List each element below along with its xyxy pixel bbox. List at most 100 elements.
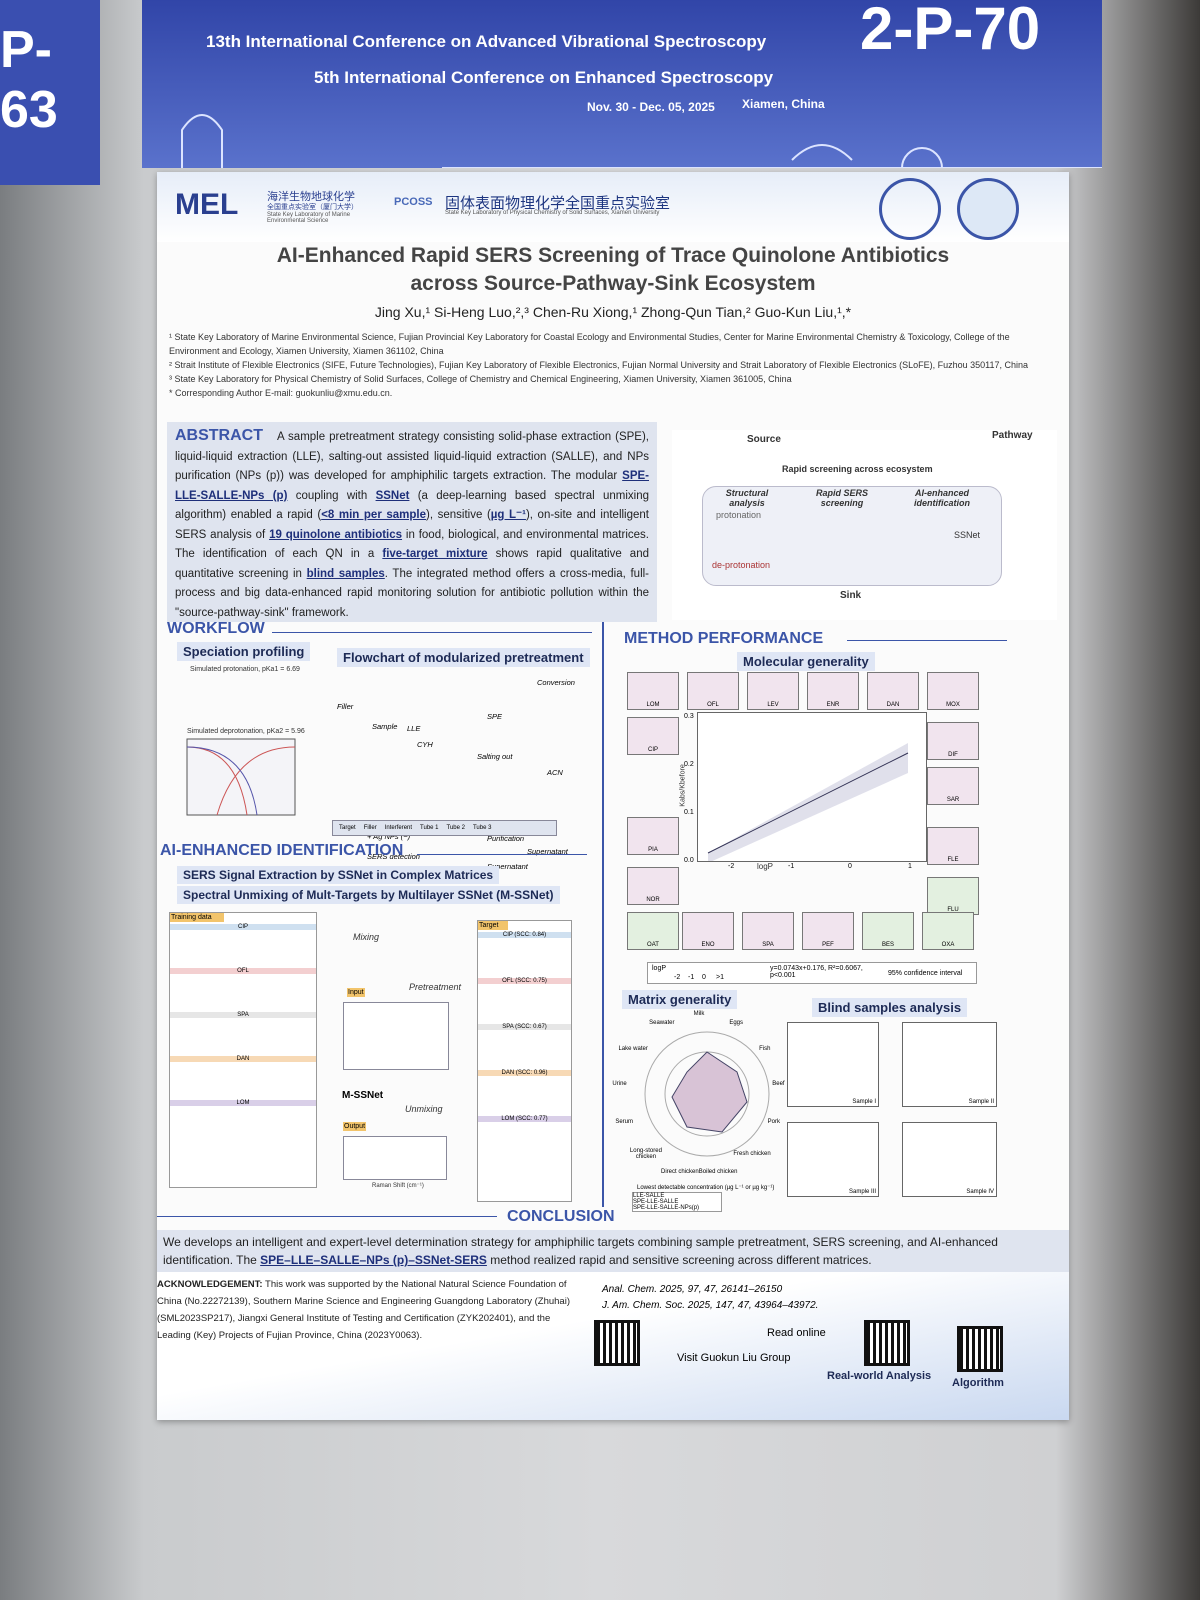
text: This work was supported by the National … <box>157 1279 570 1341</box>
rule <box>157 1216 497 1217</box>
emblem <box>957 178 1019 240</box>
label: Sink <box>840 590 862 601</box>
emphasis: <8 min per sample <box>321 509 427 521</box>
radar-label: Milk <box>693 1011 705 1017</box>
title: AI-Enhanced Rapid SERS Screening of Trac… <box>276 244 950 267</box>
affiliation: ² Strait Institute of Flexible Electroni… <box>169 360 1029 370</box>
label: Simulated deprotonation, pKa2 = 5.96 <box>187 728 305 735</box>
reference: J. Am. Chem. Soc. 2025, 147, 47, 43964–4… <box>602 1300 819 1311</box>
legend-entry: Tube 1 <box>420 825 439 831</box>
legend-entry: Tube 3 <box>472 825 492 831</box>
band-label: 95% confidence interval <box>888 970 963 977</box>
legend-tick: -2 <box>674 974 681 981</box>
text: in food, biological, and environmental m… <box>175 528 649 561</box>
molecule-label: CIP <box>647 747 658 753</box>
molecule-label: BES <box>881 942 894 948</box>
molecule-label: OFL <box>707 702 719 708</box>
band-label: LOM <box>170 1100 316 1106</box>
axis-label: Lowest detectable concentration (µg L⁻¹ … <box>637 1185 775 1191</box>
molecule: CIP <box>627 717 679 755</box>
radar-label: Boiled chicken <box>698 1168 738 1175</box>
legend-entry: SPE-LLE-SALLE <box>633 1199 679 1205</box>
emphasis: 19 quinolone antibiotics <box>269 528 403 541</box>
emphasis: µg L⁻¹ <box>490 509 526 521</box>
x-tick-label: 1 <box>908 863 912 870</box>
training-panel: Training data CIP OFL SPA DAN LOM <box>169 912 317 1188</box>
molecule: SPA <box>742 912 794 950</box>
step-label: Purification <box>487 834 525 843</box>
axis-label: logP <box>757 862 774 871</box>
molecule-label: NOR <box>646 897 660 903</box>
molecule: FLU <box>927 877 979 915</box>
molecule: FLE <box>927 827 979 865</box>
affiliations: ¹ State Key Laboratory of Marine Environ… <box>169 330 1049 400</box>
molecule-label: OXA <box>941 942 955 948</box>
panel-label: Sample III <box>848 1189 876 1195</box>
radar-label: Urine <box>612 1081 627 1088</box>
band-label: OFL (SCC: 0.75) <box>478 978 571 984</box>
qr-code[interactable] <box>864 1320 910 1366</box>
step-label: SERS detection <box>367 852 420 861</box>
molecule-label: SPA <box>762 942 774 948</box>
panel-label: Sample II <box>968 1099 994 1105</box>
molecule-grid: LOM OFL LEV ENR DAN MOX CIP DIF SAR PIA FLE NOR FLU O… <box>627 672 997 972</box>
label: protonation <box>716 510 762 520</box>
y-tick-label: 0.0 <box>684 857 694 864</box>
rule <box>272 632 592 633</box>
radar-label: Serum <box>615 1119 634 1126</box>
radar-label: Pork <box>767 1119 780 1126</box>
qr-label: Algorithm <box>952 1377 1004 1389</box>
step-label: ACN <box>547 768 563 777</box>
conference: 13th International Conference on Advance… <box>206 32 767 51</box>
legend-entry: Interferent <box>384 825 413 831</box>
band-label: CIP (SCC: 0.84) <box>478 932 571 938</box>
booth-number: 2-P-70 <box>860 0 1041 62</box>
logo: PCOSS <box>394 196 433 208</box>
fit-equation: y=0.0743x+0.176, R²=0.6067, p<0.001 <box>770 965 863 979</box>
molecule-label: ENR <box>826 702 840 708</box>
conclusion: We develops an intelligent and expert-le… <box>157 1230 1069 1272</box>
qr-code[interactable] <box>957 1326 1003 1372</box>
radar-labels: Milk Eggs Fish Beef Pork Fresh chicken Boiled … <box>612 1011 797 1192</box>
label: Simulated protonation, pKa1 = 6.69 <box>190 666 300 673</box>
label: ACKNOWLEDGEMENT: <box>157 1279 263 1290</box>
rule <box>847 640 1007 641</box>
logo: MEL <box>175 188 239 221</box>
molecule: NOR <box>627 867 679 905</box>
step-label: Salting out <box>477 752 513 761</box>
abstract: ABSTRACT A sample pretreatment strategy c… <box>167 422 657 622</box>
radar-plot <box>644 1031 770 1157</box>
step-label: CYH <box>417 740 433 749</box>
legend-title: logP <box>652 965 667 972</box>
skyline <box>181 114 1102 168</box>
text: shows rapid qualitative and quantitative… <box>175 548 649 580</box>
sub-heading: Spectral Unmixing of Mult-Targets by Mul… <box>177 886 560 904</box>
legend-entry: Target <box>339 825 356 831</box>
section-heading: WORKFLOW <box>167 620 265 637</box>
axis-label: Kabs/Kbefore <box>679 764 687 807</box>
legend-entry: Tube 2 <box>446 825 465 831</box>
step-label: LLE <box>407 724 421 733</box>
molecule: MOX <box>927 672 979 710</box>
label: M-SSNet <box>342 1090 384 1101</box>
flowchart: Filler Sample LLE CYH SPE Salting out Conversi… <box>337 672 587 876</box>
step-label: Supernatant <box>527 847 568 856</box>
emphasis: SSNet <box>375 489 410 502</box>
qr-code[interactable] <box>594 1320 640 1366</box>
radar-label: Fresh chicken <box>733 1150 771 1157</box>
radar-label: Seawater <box>649 1020 675 1027</box>
acknowledgement: ACKNOWLEDGEMENT: This work was supported… <box>157 1276 582 1344</box>
neighbor-banner: P-63 <box>0 0 100 185</box>
axis-label: Raman Shift (cm⁻¹) <box>372 1183 424 1189</box>
link[interactable]: Visit Guokun Liu Group <box>677 1352 791 1364</box>
legend-entry: Filler <box>363 825 377 831</box>
affiliation: ¹ State Key Laboratory of Marine Environ… <box>169 332 1010 356</box>
emblem <box>879 178 941 240</box>
blind-panel: Sample IV <box>902 1122 997 1197</box>
rule <box>417 854 587 855</box>
emphasis: five-target mixture <box>382 548 488 560</box>
molecule-label: SAR <box>946 797 960 803</box>
radar-label: Eggs <box>729 1020 744 1027</box>
molecule-label: OAT <box>647 942 659 948</box>
regression-plot: 0.3 0.2 0.1 0.0 -2 -1 0 1 <box>684 712 927 870</box>
